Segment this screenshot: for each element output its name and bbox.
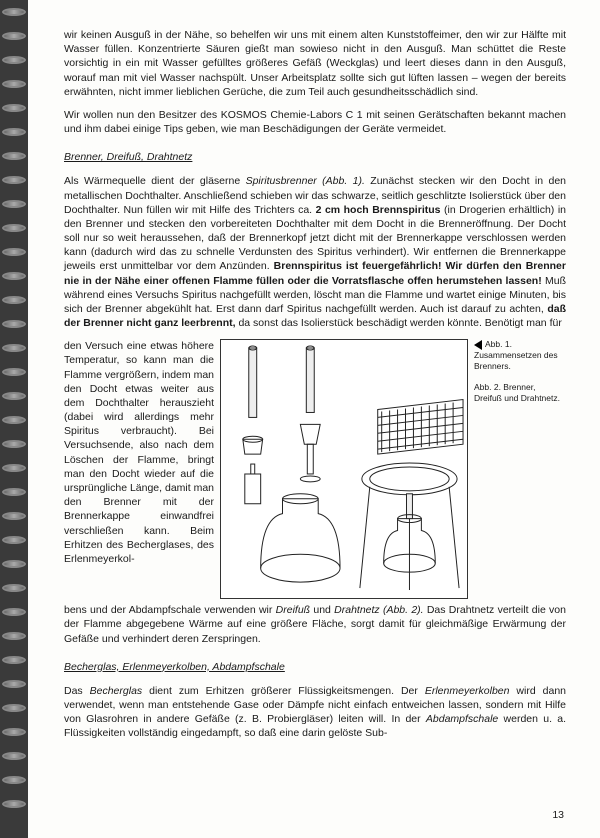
s1p1d: 2 cm hoch Brennspiritus: [316, 204, 441, 216]
s2p1f: Abdampfschale: [426, 713, 498, 725]
figure-wrap-block: den Versuch eine etwas höhere Temperatur…: [64, 339, 566, 599]
s1p3c: und: [310, 604, 334, 616]
s1p1i: da sonst das Isolierstück beschädigt wer…: [236, 317, 562, 329]
page-number: 13: [552, 808, 564, 822]
s2p1d: Erlenmeyerkolben: [425, 685, 510, 697]
page-content: wir keinen Ausguß in der Nähe, so behelf…: [22, 0, 600, 838]
burner-diagram-svg: [221, 340, 467, 598]
section2-para1: Das Becherglas dient zum Erhitzen größer…: [64, 684, 566, 741]
caption-2: Abb. 2. Brenner, Dreifuß und Drahtnetz.: [474, 382, 564, 404]
s1p3b: Dreifuß: [276, 604, 310, 616]
caption-1-text: Abb. 1. Zusammensetzen des Brenners.: [474, 339, 558, 371]
s1p3a: bens und der Abdampfschale verwenden wir: [64, 604, 276, 616]
s1p1b: Spiritusbrenner (Abb. 1).: [246, 175, 365, 187]
intro-para-2: Wir wollen nun den Besitzer des KOSMOS C…: [64, 108, 566, 136]
section1-para3: bens und der Abdampfschale verwenden wir…: [64, 599, 566, 646]
intro-para-1: wir keinen Ausguß in der Nähe, so behelf…: [64, 28, 566, 99]
spiral-binding: [0, 0, 28, 838]
figure-illustration: [220, 339, 468, 599]
section1-para1: Als Wärmequelle dient der gläserne Spiri…: [64, 174, 566, 330]
section2-heading: Becherglas, Erlenmeyerkolben, Abdampfsch…: [64, 660, 566, 674]
s2p1a: Das: [64, 685, 90, 697]
s1p3d: Drahtnetz (Abb. 2).: [334, 604, 423, 616]
s1p1a: Als Wärmequelle dient der gläserne: [64, 175, 246, 187]
figure-captions: Abb. 1. Zusammensetzen des Brenners. Abb…: [474, 339, 564, 414]
wrapped-text-column: den Versuch eine etwas höhere Temperatur…: [64, 339, 214, 566]
section1-heading: Brenner, Dreifuß, Drahtnetz: [64, 150, 566, 164]
s2p1b: Becherglas: [90, 685, 143, 697]
s2p1c: dient zum Erhitzen größerer Flüssigkeits…: [142, 685, 425, 697]
triangle-marker-icon: [474, 340, 482, 350]
caption-1: Abb. 1. Zusammensetzen des Brenners.: [474, 339, 564, 372]
